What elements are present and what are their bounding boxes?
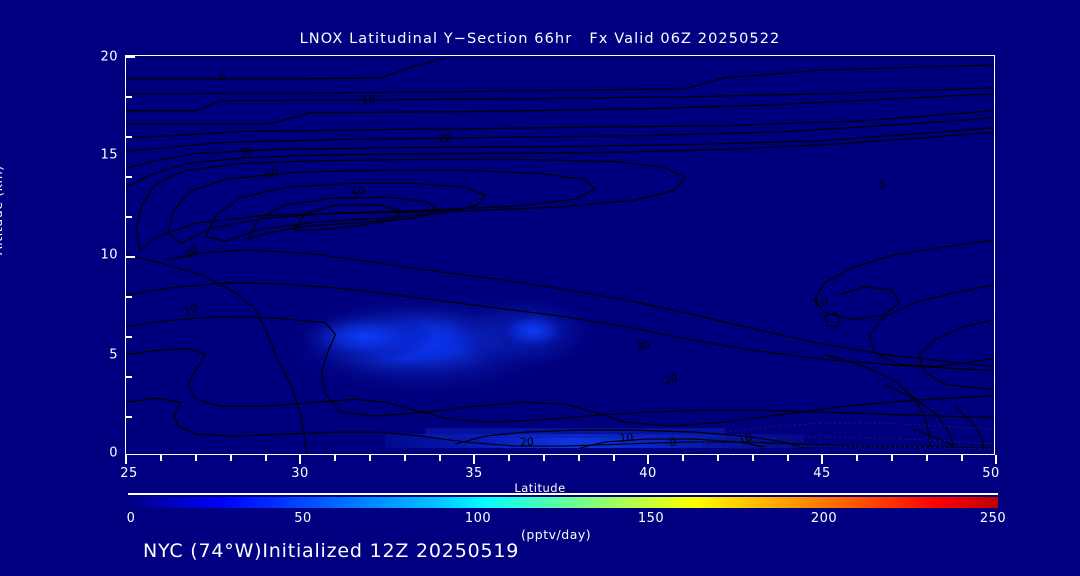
x-tickmark (125, 455, 127, 464)
figure-title: LNOX Latitudinal Y−Section 66hr Fx Valid… (299, 31, 781, 47)
svg-text:0: 0 (218, 71, 226, 84)
y-tick-label-10: 10 (100, 247, 118, 263)
y-axis-label: Altitude (km) (0, 165, 5, 255)
x-tickmark (926, 455, 928, 461)
colorbar (128, 497, 998, 508)
y-tickmark (126, 336, 132, 338)
y-tickmark (126, 96, 132, 98)
x-tickmark (856, 455, 858, 461)
svg-text:0: 0 (669, 436, 677, 449)
x-tick-label-45: 45 (813, 466, 831, 481)
x-tickmark (439, 455, 441, 461)
x-tickmark (230, 455, 232, 461)
x-tickmark (995, 455, 997, 464)
x-tickmark (717, 455, 719, 461)
colorbar-caption: Latitude (514, 481, 566, 495)
y-tick-label-15: 15 (100, 147, 118, 163)
x-tickmark (578, 455, 580, 461)
y-tickmark (126, 256, 135, 258)
x-tickmark (613, 455, 615, 461)
contour-plot-canvas: 0 10 20 30 40 50 10 20 30 20 20 10 0 10 … (126, 56, 994, 454)
y-tick-label-20: 20 (100, 49, 118, 65)
svg-text:10: 10 (813, 295, 829, 310)
colorbar-tick-0: 0 (126, 511, 136, 526)
y-tickmark (126, 296, 132, 298)
x-tick-label-40: 40 (639, 466, 657, 481)
x-tick-label-50: 50 (982, 466, 1000, 481)
svg-text:30: 30 (635, 338, 651, 353)
y-tickmark (126, 416, 132, 418)
colorbar-gradient (128, 497, 998, 508)
svg-text:20: 20 (663, 372, 679, 388)
x-tickmark (682, 455, 684, 461)
colorbar-tick-200: 200 (810, 511, 838, 526)
x-tickmark (821, 455, 823, 464)
x-tickmark (195, 455, 197, 461)
x-tickmark (334, 455, 336, 461)
svg-text:40: 40 (263, 166, 280, 182)
contour-lines-lower (126, 239, 994, 454)
x-tickmark (752, 455, 754, 461)
x-tickmark (265, 455, 267, 461)
svg-text:10: 10 (182, 301, 200, 318)
x-tickmark (160, 455, 162, 461)
y-tickmark (126, 56, 135, 58)
x-tick-label-30: 30 (291, 466, 309, 481)
svg-text:20: 20 (520, 435, 535, 449)
x-tickmark (369, 455, 371, 461)
y-tickmark (126, 216, 132, 218)
contour-plot-panel: 0 10 20 30 40 50 10 20 30 20 20 10 0 10 … (125, 55, 995, 455)
x-tickmark (473, 455, 475, 464)
y-tickmark (126, 176, 132, 178)
svg-text:10: 10 (361, 93, 376, 107)
filled-contour-shading (275, 289, 805, 449)
contour-labels: 0 10 20 30 40 50 10 20 30 20 20 10 0 10 … (182, 71, 887, 449)
x-tick-label-35: 35 (465, 466, 483, 481)
footer-caption: NYC (74°W)Initialized 12Z 20250519 (143, 540, 520, 562)
y-tick-label-5: 5 (109, 347, 118, 363)
svg-text:0: 0 (878, 178, 887, 192)
svg-text:20: 20 (437, 131, 452, 145)
x-tickmark (891, 455, 893, 461)
x-tickmark (508, 455, 510, 461)
x-tick-label-25: 25 (120, 466, 138, 481)
x-tickmark (647, 455, 649, 464)
colorbar-tick-50: 50 (294, 511, 312, 526)
x-tickmark (787, 455, 789, 461)
y-tick-label-0: 0 (109, 445, 118, 461)
x-tickmark (404, 455, 406, 461)
x-tickmark (543, 455, 545, 461)
plot-background (126, 56, 994, 454)
svg-text:30: 30 (238, 144, 254, 160)
y-tickmark (126, 136, 132, 138)
svg-text:50: 50 (350, 184, 368, 201)
colorbar-tick-150: 150 (637, 511, 665, 526)
x-tickmark (299, 455, 301, 464)
contour-lines (126, 57, 994, 253)
svg-text:10: 10 (619, 431, 634, 445)
colorbar-units: (pptv/day) (521, 527, 592, 542)
svg-text:10: 10 (736, 430, 753, 447)
colorbar-tick-250: 250 (979, 511, 1007, 526)
y-tickmark (126, 376, 132, 378)
colorbar-tick-100: 100 (464, 511, 492, 526)
contour-lines-dotted (664, 422, 994, 453)
colorbar-top-rule (128, 493, 998, 495)
x-tickmark (961, 455, 963, 461)
